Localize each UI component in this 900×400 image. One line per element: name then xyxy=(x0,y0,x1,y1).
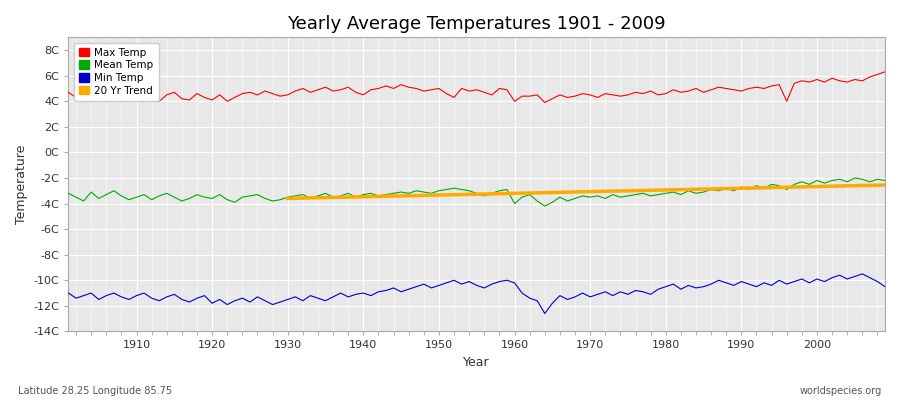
Text: worldspecies.org: worldspecies.org xyxy=(800,386,882,396)
Y-axis label: Temperature: Temperature xyxy=(15,145,28,224)
Title: Yearly Average Temperatures 1901 - 2009: Yearly Average Temperatures 1901 - 2009 xyxy=(287,15,666,33)
Text: Latitude 28.25 Longitude 85.75: Latitude 28.25 Longitude 85.75 xyxy=(18,386,172,396)
Legend: Max Temp, Mean Temp, Min Temp, 20 Yr Trend: Max Temp, Mean Temp, Min Temp, 20 Yr Tre… xyxy=(74,42,158,101)
X-axis label: Year: Year xyxy=(464,356,490,369)
